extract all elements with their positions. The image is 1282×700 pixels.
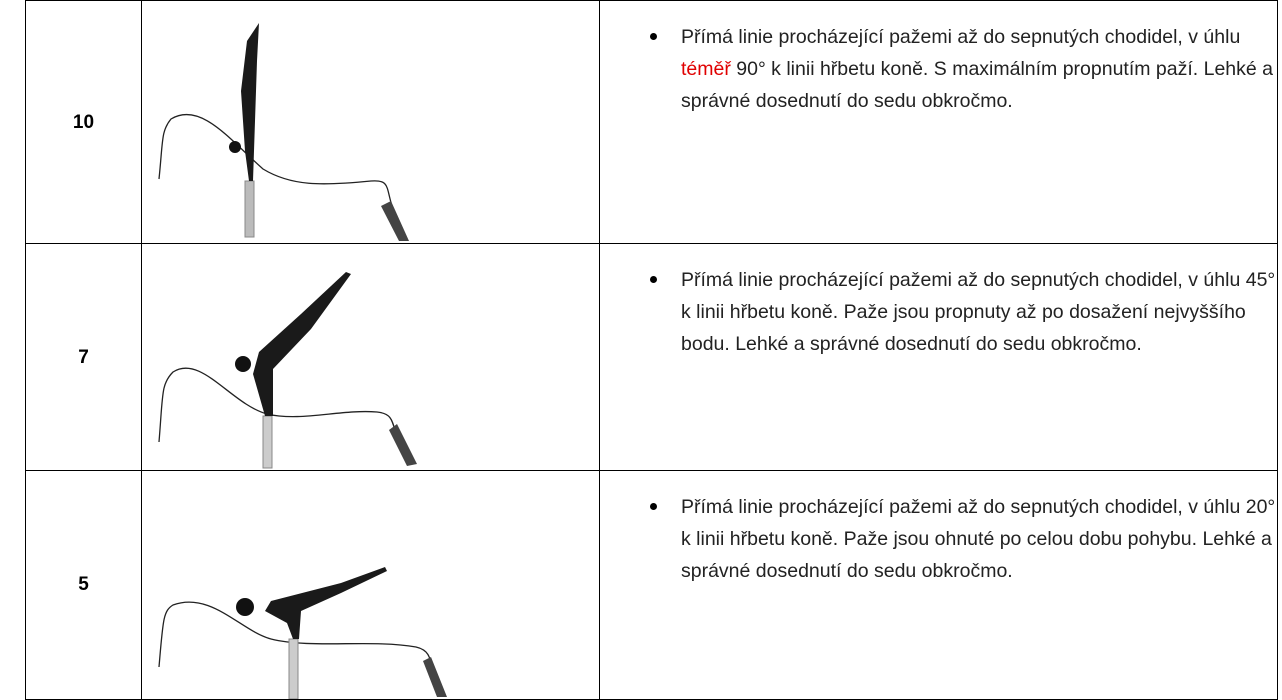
table-row: 10 Přímá linie procházející pažemi až do… xyxy=(25,0,1278,244)
figure-cell xyxy=(141,1,598,244)
description-cell: Přímá linie procházející pažemi až do se… xyxy=(599,244,1278,471)
bullet xyxy=(650,33,657,40)
figure-cell xyxy=(141,244,598,471)
description: Přímá linie procházející pažemi až do se… xyxy=(681,21,1281,117)
score: 5 xyxy=(78,574,89,595)
figure xyxy=(158,272,417,469)
score: 7 xyxy=(78,346,89,368)
table-row: 7 Přímá linie procházející pažemi až do … xyxy=(25,243,1278,471)
figure-cell xyxy=(141,471,598,699)
description: Přímá linie procházející pažemi až do se… xyxy=(681,496,1276,582)
score-cell: 10 xyxy=(25,1,142,244)
description-cell: Přímá linie procházející pažemi až do se… xyxy=(599,471,1278,699)
table-row: 5 Přímá linie procházející pažemi až do … xyxy=(25,470,1278,700)
score-cell: 7 xyxy=(25,244,142,471)
score: 10 xyxy=(72,111,95,133)
figure xyxy=(158,567,447,699)
text: Přímá linie procházející pažemi až do se… xyxy=(681,26,1241,48)
description-cell: Přímá linie procházející pažemi až do se… xyxy=(599,1,1278,244)
description: Přímá linie procházející pažemi až do se… xyxy=(681,269,1276,355)
text: 90° k linii hřbetu koně. S maximálním pr… xyxy=(681,58,1274,112)
highlight: téměř xyxy=(681,58,731,80)
figure xyxy=(158,23,409,241)
score-cell: 5 xyxy=(25,471,142,699)
bullet xyxy=(650,276,657,283)
bullet xyxy=(650,503,657,510)
